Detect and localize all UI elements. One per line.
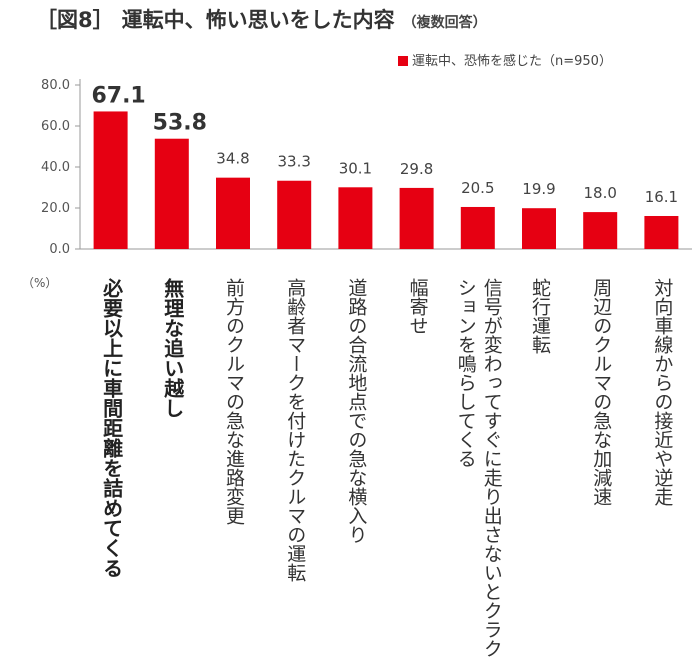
data-label: 19.9: [522, 180, 555, 198]
category-label: 幅寄せ: [406, 278, 429, 335]
data-label: 20.5: [461, 179, 494, 197]
bar: [399, 187, 434, 249]
bar: [583, 212, 618, 249]
bar: [277, 180, 312, 249]
category-label: 周辺のクルマの急な加減速: [590, 278, 613, 506]
bar: [216, 177, 250, 249]
legend-swatch: [398, 56, 408, 66]
bar: [154, 138, 189, 249]
figure-label: ［図8］: [36, 8, 114, 32]
bar-chart: 0.0 20.0 40.0 60.0 80.0 67.1 53.8 34.8 33.3 30.1 2…: [41, 78, 692, 257]
y-tick-label: 80.0: [41, 78, 70, 93]
chart-title: 運転中、怖い思いをした内容: [121, 8, 395, 32]
chart-title-row: ［図8］ 運転中、怖い思いをした内容 （複数回答）: [36, 4, 487, 34]
bar: [522, 208, 556, 249]
bar: [460, 206, 495, 249]
category-label: 信号が変わってすぐに走り出さないとクラクションを鳴らしてくる: [454, 278, 503, 658]
y-tick-label: 0.0: [49, 242, 70, 257]
data-label: 67.1: [91, 83, 145, 108]
data-label: 33.3: [277, 153, 310, 171]
legend: 運転中、恐怖を感じた（n=950）: [398, 50, 612, 69]
y-axis-unit-label: （%）: [22, 276, 58, 290]
category-label: 道路の合流地点での急な横入り: [345, 278, 368, 544]
category-label: 高齢者マークを付けたクルマの運転: [284, 278, 307, 582]
y-tick-label: 40.0: [41, 160, 70, 175]
data-label: 34.8: [216, 150, 249, 168]
category-label: 蛇行運転: [529, 278, 551, 354]
category-label: 必要以上に車間距離を詰めてくる: [99, 278, 124, 578]
data-label: 53.8: [153, 111, 207, 136]
chart-note: （複数回答）: [402, 15, 487, 31]
data-label: 18.0: [583, 184, 616, 202]
bar: [644, 215, 679, 249]
data-label: 30.1: [339, 159, 372, 177]
category-label: 前方のクルマの急な進路変更: [223, 278, 245, 525]
bar: [93, 111, 128, 249]
y-tick-label: 60.0: [41, 119, 70, 134]
data-label: 29.8: [400, 160, 433, 178]
category-label: 無理な追い越し: [160, 278, 185, 418]
y-tick-label: 20.0: [41, 201, 70, 216]
category-label: 対向車線からの接近や逆走: [651, 278, 674, 506]
data-label: 16.1: [645, 188, 678, 206]
legend-label: 運転中、恐怖を感じた（n=950）: [412, 54, 612, 69]
bar: [338, 187, 373, 249]
